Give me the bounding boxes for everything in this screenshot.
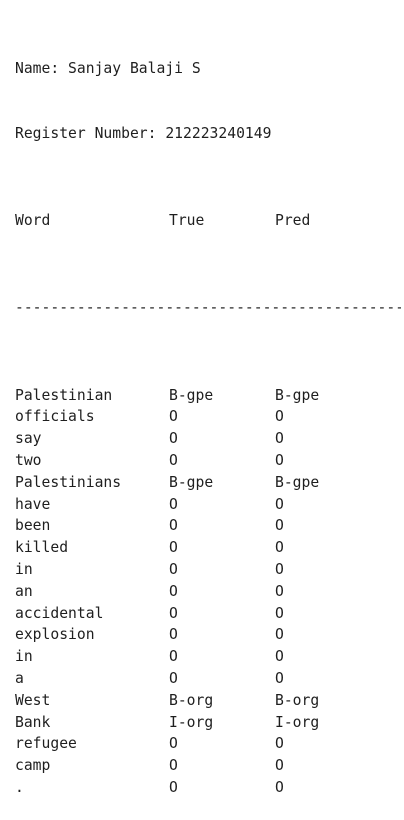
table-row: Palestinians B-gpe B-gpe bbox=[15, 472, 400, 494]
table-row: in O O bbox=[15, 559, 400, 581]
cell-true: O bbox=[169, 735, 178, 753]
cell-pred: O bbox=[275, 430, 284, 448]
cell-word: in bbox=[15, 648, 33, 666]
cell-true: B-gpe bbox=[169, 386, 214, 404]
cell-pred: O bbox=[275, 735, 284, 753]
separator-line: ----------------------------------------… bbox=[15, 299, 401, 317]
cell-pred: O bbox=[275, 495, 284, 513]
cell-word: West bbox=[15, 691, 51, 709]
cell-pred: O bbox=[275, 451, 284, 469]
table-row: refugee O O bbox=[15, 733, 400, 755]
table-header-row: Word True Pred bbox=[15, 210, 400, 232]
table-row: Palestinian B-gpe B-gpe bbox=[15, 385, 400, 407]
table-row: accidental O O bbox=[15, 603, 400, 625]
cell-output: Name: Sanjay Balaji S Register Number: 2… bbox=[15, 14, 401, 820]
cell-word: . bbox=[15, 778, 24, 796]
cell-pred: O bbox=[275, 408, 284, 426]
cell-true: O bbox=[169, 495, 178, 513]
cell-true: O bbox=[169, 669, 178, 687]
cell-true: I-org bbox=[169, 713, 214, 731]
cell-true: O bbox=[169, 626, 178, 644]
cell-word: accidental bbox=[15, 604, 104, 622]
cell-true: B-gpe bbox=[169, 473, 214, 491]
cell-true: O bbox=[169, 648, 178, 666]
table-row: in O O bbox=[15, 646, 400, 668]
cell-pred: B-org bbox=[275, 691, 320, 709]
cell-word: camp bbox=[15, 757, 51, 775]
table-row: two O O bbox=[15, 450, 400, 472]
cell-pred: O bbox=[275, 778, 284, 796]
cell-pred: O bbox=[275, 669, 284, 687]
cell-word: two bbox=[15, 451, 42, 469]
table-row: been O O bbox=[15, 515, 400, 537]
cell-word: Palestinians bbox=[15, 473, 122, 491]
column-header-true: True bbox=[169, 212, 205, 230]
table-row: West B-org B-org bbox=[15, 690, 400, 712]
name-line: Name: Sanjay Balaji S bbox=[15, 59, 201, 77]
cell-true: B-org bbox=[169, 691, 214, 709]
cell-word: Bank bbox=[15, 713, 51, 731]
cell-word: officials bbox=[15, 408, 95, 426]
cell-pred: O bbox=[275, 648, 284, 666]
cell-word: explosion bbox=[15, 626, 95, 644]
table-row: an O O bbox=[15, 581, 400, 603]
column-header-pred: Pred bbox=[275, 212, 311, 230]
cell-pred: B-gpe bbox=[275, 473, 320, 491]
cell-true: O bbox=[169, 408, 178, 426]
cell-true: O bbox=[169, 604, 178, 622]
cell-true: O bbox=[169, 582, 178, 600]
cell-pred: O bbox=[275, 604, 284, 622]
cell-word: say bbox=[15, 430, 42, 448]
table-row: say O O bbox=[15, 428, 400, 450]
cell-true: O bbox=[169, 517, 178, 535]
cell-pred: I-org bbox=[275, 713, 320, 731]
cell-pred: O bbox=[275, 539, 284, 557]
cell-pred: O bbox=[275, 517, 284, 535]
table-row: officials O O bbox=[15, 406, 400, 428]
table-row: camp O O bbox=[15, 755, 400, 777]
table-row: explosion O O bbox=[15, 624, 400, 646]
cell-true: O bbox=[169, 757, 178, 775]
cell-word: a bbox=[15, 669, 24, 687]
cell-true: O bbox=[169, 430, 178, 448]
cell-word: in bbox=[15, 560, 33, 578]
table-row: . O O bbox=[15, 777, 400, 799]
table-row: Bank I-org I-org bbox=[15, 712, 400, 734]
cell-pred: O bbox=[275, 626, 284, 644]
cell-pred: O bbox=[275, 560, 284, 578]
cell-true: O bbox=[169, 778, 178, 796]
cell-true: O bbox=[169, 451, 178, 469]
cell-word: been bbox=[15, 517, 51, 535]
table-row: killed O O bbox=[15, 537, 400, 559]
table-row: have O O bbox=[15, 494, 400, 516]
cell-pred: B-gpe bbox=[275, 386, 320, 404]
cell-word: refugee bbox=[15, 735, 77, 753]
cell-pred: O bbox=[275, 757, 284, 775]
column-header-word: Word bbox=[15, 212, 51, 230]
register-number-line: Register Number: 212223240149 bbox=[15, 124, 272, 142]
cell-word: Palestinian bbox=[15, 386, 113, 404]
cell-word: have bbox=[15, 495, 51, 513]
cell-word: an bbox=[15, 582, 33, 600]
cell-true: O bbox=[169, 539, 178, 557]
cell-word: killed bbox=[15, 539, 69, 557]
cell-pred: O bbox=[275, 582, 284, 600]
cell-true: O bbox=[169, 560, 178, 578]
